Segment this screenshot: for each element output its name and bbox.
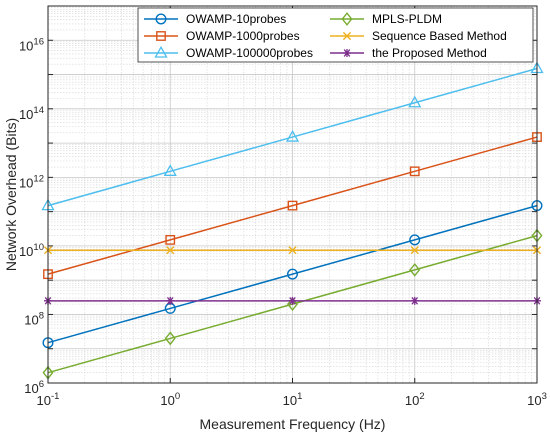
legend-swatch-marker xyxy=(155,13,167,25)
data-point xyxy=(165,234,176,245)
legend-label: the Proposed Method xyxy=(372,46,487,60)
y-tick-label: 1014 xyxy=(19,105,44,122)
legend-label: MPLS-PLDM xyxy=(372,12,442,26)
x-tick-label: 10-1 xyxy=(37,391,60,408)
data-point xyxy=(409,234,421,246)
data-point xyxy=(166,296,175,305)
data-point xyxy=(410,246,419,255)
legend-swatch-marker xyxy=(154,45,168,58)
legend-label: OWAMP-10probes xyxy=(186,12,286,26)
legend-label: Sequence Based Method xyxy=(372,29,507,43)
x-tick-label: 100 xyxy=(160,391,180,408)
y-tick-label: 108 xyxy=(24,310,44,327)
y-tick-label: 1016 xyxy=(19,36,44,53)
series-line xyxy=(47,67,538,207)
data-point xyxy=(408,95,422,108)
y-tick-labels: 106 108 1010 1012 1014 1016 xyxy=(19,36,44,396)
legend-item-3: OWAMP-100000probes xyxy=(144,45,313,60)
data-point xyxy=(409,262,421,277)
legend-swatch-marker xyxy=(342,31,352,41)
legend-item-2: OWAMP-1000probes xyxy=(144,29,300,43)
y-tick-label: 106 xyxy=(24,379,44,396)
data-point xyxy=(285,129,300,142)
legend-item-1: OWAMP-10probes xyxy=(144,12,286,26)
legend-label: OWAMP-100000probes xyxy=(186,46,313,60)
y-axis-title: Network Overhead (Bits) xyxy=(3,118,19,271)
legend-swatch-marker xyxy=(156,31,166,41)
legend: OWAMP-10probes OWAMP-1000probes OWAMP-1000… xyxy=(137,7,534,63)
data-point xyxy=(164,331,176,346)
x-tick-label: 102 xyxy=(405,391,425,408)
x-tick-label: 101 xyxy=(283,391,303,408)
data-point xyxy=(288,296,297,305)
y-tick-label: 1010 xyxy=(19,242,44,259)
legend-item-4: MPLS-PLDM xyxy=(330,12,442,26)
data-point xyxy=(163,164,177,176)
x-tick-label: 103 xyxy=(527,391,547,408)
data-point xyxy=(287,200,298,211)
data-point xyxy=(409,166,420,177)
data-point xyxy=(410,296,419,305)
series-line xyxy=(47,136,538,275)
x-tick-labels: 10-1 100 101 102 103 xyxy=(37,391,547,408)
legend-swatch-marker xyxy=(343,49,351,57)
legend-swatch-marker xyxy=(341,12,353,26)
data-point xyxy=(287,297,298,312)
legend-item-5: Sequence Based Method xyxy=(330,29,507,43)
series-line xyxy=(47,204,538,344)
x-axis-title: Measurement Frequency (Hz) xyxy=(200,416,386,432)
data-point xyxy=(166,246,175,255)
y-tick-label: 1012 xyxy=(19,173,44,190)
legend-label: OWAMP-1000probes xyxy=(186,29,300,43)
data-point xyxy=(288,246,297,255)
legend-item-6: the Proposed Method xyxy=(330,46,487,60)
data-point xyxy=(287,268,299,280)
